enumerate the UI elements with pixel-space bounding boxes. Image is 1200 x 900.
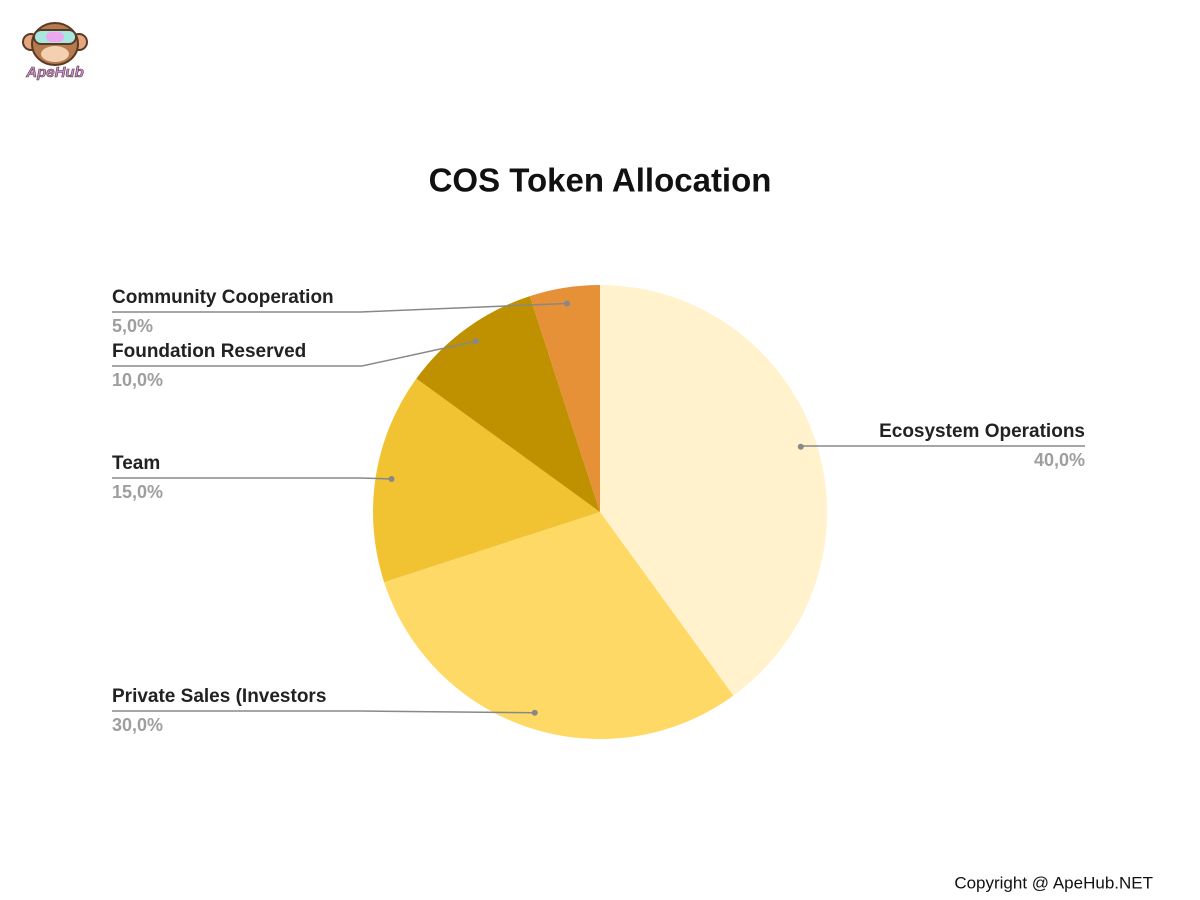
leader-dot — [472, 338, 479, 345]
slice-value-label: 10,0% — [112, 370, 163, 390]
leader-line — [112, 302, 568, 313]
pie-slice — [416, 296, 600, 512]
leader-line — [800, 445, 1085, 448]
leader-dot — [563, 300, 570, 307]
chart-title: COS Token Allocation — [429, 162, 772, 199]
pie-slice — [529, 285, 600, 512]
logo-text: ApeHub — [25, 64, 84, 81]
slice-label: Foundation Reserved — [112, 341, 306, 362]
slice-value-label: 15,0% — [112, 482, 163, 502]
slice-value-label: 5,0% — [112, 316, 153, 336]
leader-dot — [388, 475, 395, 482]
slice-label: Ecosystem Operations — [879, 421, 1085, 442]
leader-line — [112, 710, 535, 714]
slice-label: Team — [112, 453, 160, 474]
slice-value-label: 30,0% — [112, 715, 163, 735]
copyright: Copyright @ ApeHub.NET — [954, 873, 1153, 892]
leader-dot — [797, 443, 804, 450]
pie-slice — [600, 285, 827, 696]
leader-line — [112, 477, 392, 480]
slice-label: Private Sales (Investors — [112, 686, 326, 707]
slice-label: Community Cooperation — [112, 287, 334, 308]
logo — [22, 22, 88, 66]
slice-value-label: 40,0% — [1034, 450, 1085, 470]
pie-slice — [384, 512, 734, 739]
pie-slice — [372, 378, 600, 583]
leader-dot — [531, 709, 538, 716]
leader-line — [112, 340, 477, 367]
